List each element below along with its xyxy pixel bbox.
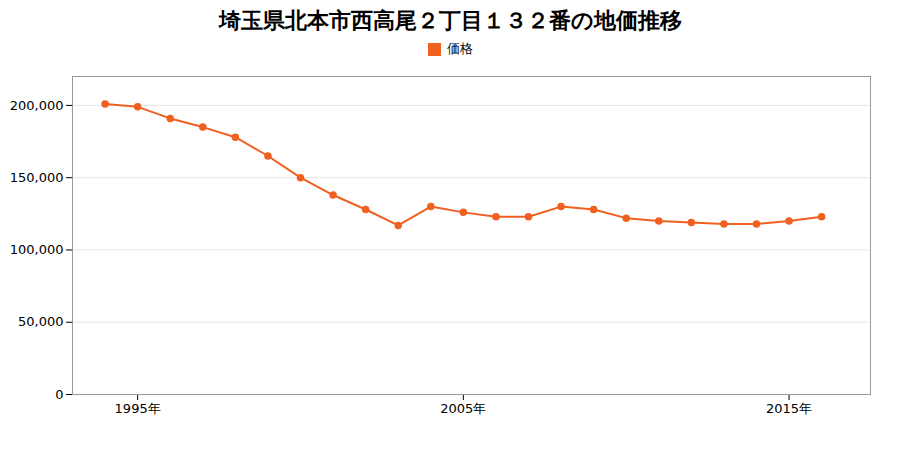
html-text:価格: 価格 — [446, 41, 473, 56]
svg-text:0: 0 — [55, 387, 63, 402]
svg-text:1995年: 1995年 — [115, 401, 161, 416]
svg-text:150,000: 150,000 — [10, 170, 64, 185]
html-text:埼玉県北本市西高尾２丁目１３２番の地価推移: 埼玉県北本市西高尾２丁目１３２番の地価推移 — [218, 8, 682, 33]
svg-text:100,000: 100,000 — [10, 242, 64, 257]
svg-text:200,000: 200,000 — [10, 98, 64, 113]
svg-text:2005年: 2005年 — [440, 401, 486, 416]
svg-text:50,000: 50,000 — [18, 314, 64, 329]
svg-text:2015年: 2015年 — [766, 401, 812, 416]
